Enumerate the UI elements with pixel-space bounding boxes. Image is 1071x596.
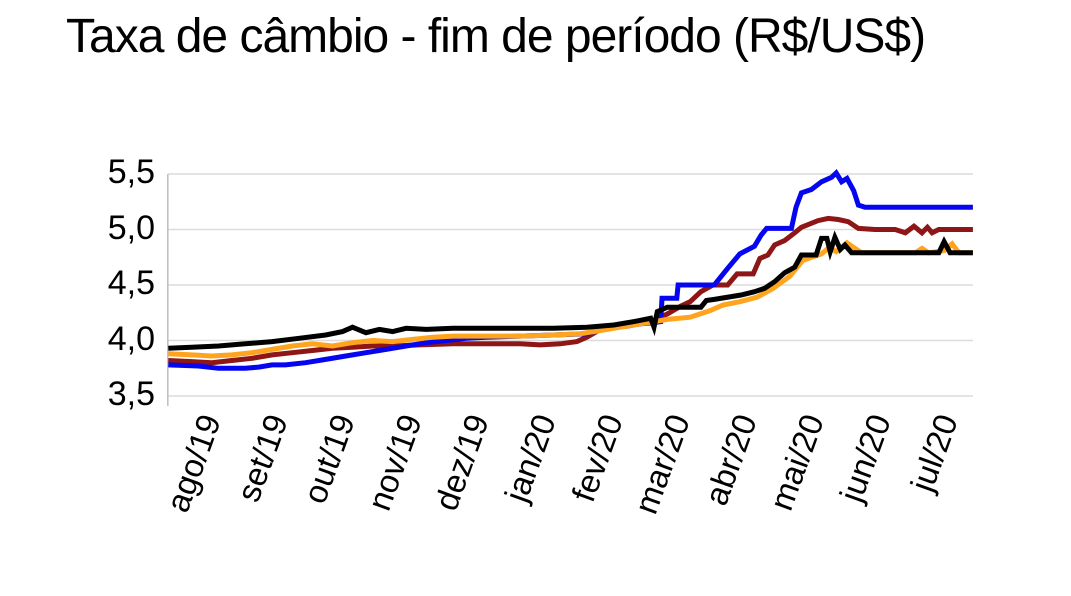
y-axis-tick-label: 5,0: [107, 209, 155, 247]
x-axis-tick-label: out/19: [295, 409, 362, 509]
x-axis-tick-label: jun/20: [832, 409, 898, 507]
y-axis-tick-label: 4,0: [107, 320, 155, 358]
x-axis-tick-label: abr/20: [697, 409, 764, 510]
x-axis-tick-label: jul/20: [903, 409, 965, 497]
chart-title: Taxa de câmbio - fim de período (R$/US$): [66, 10, 926, 63]
x-axis-tick-label: ago/19: [158, 409, 228, 517]
x-axis-tick-label: dez/19: [427, 409, 496, 516]
x-axis-tick-label: set/19: [229, 409, 295, 507]
y-axis-tick-label: 4,5: [107, 264, 155, 302]
x-axis-tick-label: mai/20: [762, 409, 831, 516]
x-axis-tick-label: mar/20: [626, 409, 697, 519]
x-axis-tick-label: jan/20: [497, 409, 563, 507]
series-line-preto: [168, 230, 973, 351]
y-axis-tick-label: 3,5: [107, 375, 155, 413]
x-axis-tick-label: nov/19: [360, 409, 429, 516]
plot-area: [167, 168, 973, 406]
x-axis-tick-label: fev/20: [564, 409, 630, 507]
y-axis-tick-label: 5,5: [107, 153, 155, 191]
